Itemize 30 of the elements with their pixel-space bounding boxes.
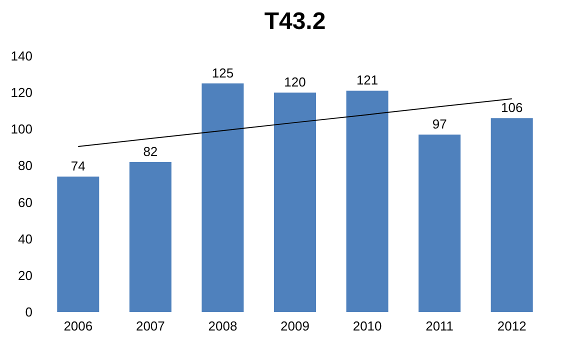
data-label: 97 <box>432 116 447 132</box>
data-label: 125 <box>212 65 234 80</box>
y-tick-label: 0 <box>25 304 32 320</box>
y-tick-label: 40 <box>18 231 32 246</box>
data-label: 74 <box>70 158 86 174</box>
y-tick-label: 120 <box>10 85 32 100</box>
bar <box>418 134 461 312</box>
x-tick-label: 2009 <box>280 318 310 334</box>
bar <box>346 90 388 312</box>
data-label: 82 <box>143 144 158 160</box>
x-tick-label: 2011 <box>426 318 454 334</box>
y-tick-label: 100 <box>10 122 32 137</box>
bar <box>129 162 172 312</box>
data-label: 120 <box>284 74 306 90</box>
bar <box>274 92 316 312</box>
y-tick-label: 140 <box>10 48 32 64</box>
chart-title: T43.2 <box>264 8 326 35</box>
x-tick-label: 2010 <box>352 318 382 334</box>
x-tick-label: 2008 <box>208 318 238 334</box>
bar <box>202 83 244 312</box>
x-tick-label: 2006 <box>64 318 93 334</box>
x-tick-label: 2007 <box>136 318 165 334</box>
data-label: 106 <box>501 100 523 116</box>
data-label: 121 <box>356 72 378 88</box>
bar <box>57 176 100 312</box>
y-tick-label: 80 <box>18 158 32 174</box>
y-tick-label: 60 <box>18 194 32 210</box>
y-tick-label: 20 <box>18 268 32 283</box>
bar <box>490 118 533 312</box>
x-tick-label: 2012 <box>497 318 526 334</box>
